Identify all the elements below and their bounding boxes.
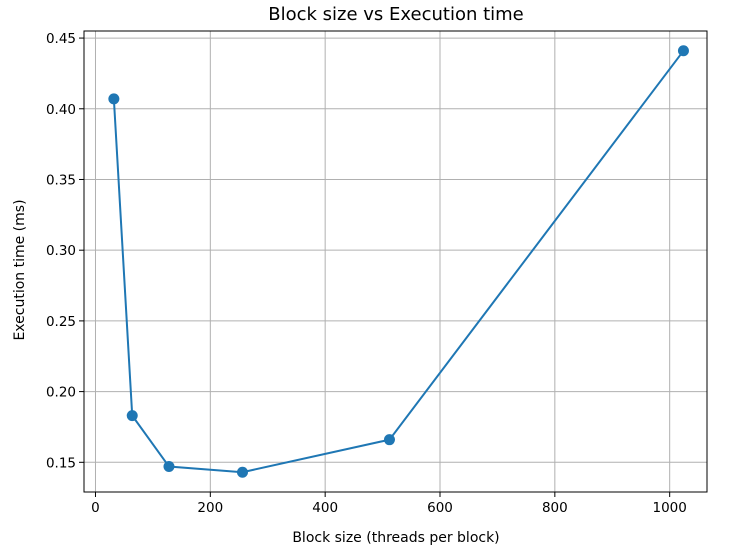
data-point	[383, 434, 395, 446]
data-point	[108, 93, 120, 105]
y-tick-label: 0.25	[46, 314, 76, 330]
x-tick-label: 200	[197, 500, 223, 516]
x-tick-label: 400	[312, 500, 338, 516]
data-point	[236, 466, 248, 478]
y-tick-label: 0.45	[46, 31, 76, 47]
data-series	[108, 45, 689, 478]
y-tick-label: 0.40	[46, 102, 76, 118]
y-tick-label: 0.30	[46, 243, 76, 259]
x-tick-label: 0	[91, 500, 100, 516]
chart-title: Block size vs Execution time	[268, 4, 524, 25]
x-tick-label: 800	[542, 500, 568, 516]
x-tick-label: 1000	[652, 500, 686, 516]
data-point	[677, 45, 689, 57]
y-tick-label: 0.35	[46, 172, 76, 188]
y-tick-label: 0.15	[46, 455, 76, 471]
y-axis-ticks: 0.15 0.20 0.25 0.30 0.35 0.40 0.45	[46, 31, 84, 471]
data-point	[126, 410, 138, 422]
x-tick-label: 600	[427, 500, 453, 516]
x-axis-label: Block size (threads per block)	[292, 530, 499, 546]
data-point	[163, 461, 175, 473]
grid-lines	[84, 31, 707, 492]
x-axis-ticks: 0 200 400 600 800 1000	[91, 492, 687, 516]
plot-frame	[83, 30, 708, 493]
y-axis-label: Execution time (ms)	[12, 199, 28, 340]
series-line	[112, 50, 685, 474]
y-tick-label: 0.20	[46, 385, 76, 401]
